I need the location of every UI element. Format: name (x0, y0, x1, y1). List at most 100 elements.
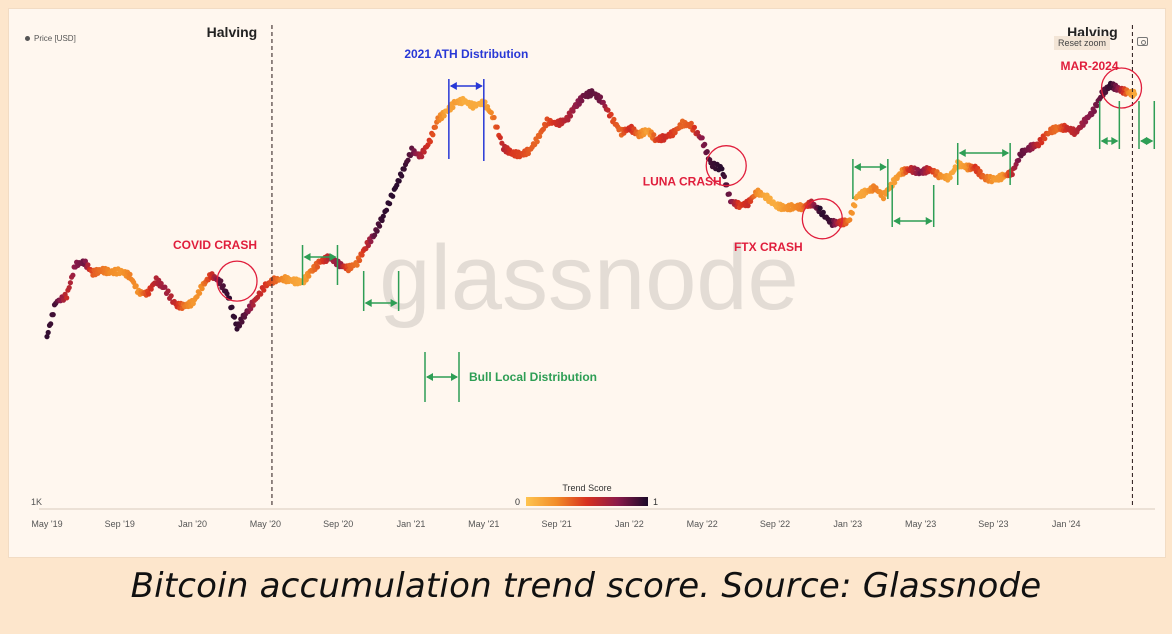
price-point (85, 262, 91, 268)
price-point (197, 290, 203, 296)
price-point (852, 203, 858, 209)
price-point (699, 135, 705, 141)
price-point (236, 323, 243, 329)
price-point (611, 116, 617, 122)
price-point (432, 124, 438, 130)
price-point (704, 149, 710, 155)
x-tick-label: May '21 (468, 519, 499, 529)
bull-arrow-left-icon (1140, 137, 1147, 145)
price-point (374, 228, 380, 234)
price-point (767, 195, 773, 201)
bull-arrow-left-icon (958, 149, 966, 157)
ath-label: 2021 ATH Distribution (404, 47, 528, 61)
price-point (306, 273, 312, 279)
price-point (357, 257, 363, 264)
price-point (372, 232, 378, 238)
price-point (441, 113, 447, 119)
price-point (401, 166, 407, 172)
camera-icon[interactable] (1137, 37, 1148, 46)
price-point (258, 291, 264, 297)
price-point (44, 334, 50, 340)
price-point (427, 139, 433, 145)
price-point (218, 278, 224, 284)
price-point (1103, 89, 1109, 95)
price-point (450, 104, 456, 111)
price-point (694, 129, 701, 136)
reset-zoom-button[interactable]: Reset zoom (1054, 36, 1111, 50)
price-point (380, 213, 386, 219)
chart-panel: glassnode May '19 Sep '19 Jan '20 May '20 Sep… (8, 8, 1166, 558)
bull-legend-label: Bull Local Distribution (469, 370, 597, 384)
price-point (359, 252, 365, 258)
price-point (1042, 136, 1048, 142)
price-point (605, 107, 611, 113)
price-point (721, 173, 728, 180)
price-point (64, 295, 70, 301)
price-point (314, 264, 321, 270)
bull-arrow-left-icon (364, 299, 372, 307)
price-point (491, 114, 497, 121)
x-tick-label: Jan '20 (178, 519, 207, 529)
price-point (168, 293, 174, 299)
price-point (70, 272, 76, 278)
price-point (1009, 171, 1015, 178)
price-point (231, 314, 238, 320)
price-point (379, 217, 385, 224)
crash-circle (216, 260, 258, 302)
ath-arrow-left-icon (449, 82, 457, 90)
price-point (229, 304, 235, 310)
ath-arrow-right-icon (475, 82, 483, 90)
price-point (368, 239, 374, 245)
crash-label: COVID CRASH (173, 238, 257, 252)
bull-arrow-right-icon (1111, 137, 1119, 145)
colorbar-gradient (526, 497, 648, 506)
price-point (303, 277, 309, 283)
price-point (847, 217, 853, 223)
bull-legend-arrow-right-icon (451, 373, 458, 381)
price-point (947, 175, 953, 181)
price-point (158, 280, 164, 287)
price-point (1083, 119, 1089, 125)
price-point (497, 135, 503, 141)
price-point (726, 191, 732, 197)
price-point (250, 302, 256, 308)
crash-label: MAR-2024 (1061, 59, 1119, 73)
series-legend[interactable]: Price [USD] (25, 34, 76, 43)
price-point (702, 141, 708, 147)
price-point (224, 291, 230, 297)
x-tick-label: May '20 (250, 519, 281, 529)
crash-label: LUNA CRASH (643, 175, 722, 189)
crash-label: FTX CRASH (734, 240, 803, 254)
crash-circle (801, 198, 843, 240)
price-point (1094, 103, 1100, 109)
price-point (421, 149, 427, 155)
price-point (567, 113, 574, 119)
price-point (377, 223, 383, 229)
price-point (880, 196, 887, 202)
price-point (365, 242, 371, 249)
price-point (50, 312, 56, 318)
x-tick-label: May '19 (31, 519, 62, 529)
price-point (405, 157, 411, 163)
colorbar-min-label: 0 (515, 497, 520, 507)
price-point (220, 283, 226, 289)
x-tick-label: Sep '22 (760, 519, 790, 529)
price-point (148, 286, 154, 292)
price-point (45, 329, 51, 336)
price-point (651, 132, 657, 138)
price-point (66, 285, 72, 291)
x-tick-label: Jan '22 (615, 519, 644, 529)
price-point (199, 286, 205, 292)
bull-arrow-right-icon (879, 163, 887, 171)
price-point (165, 288, 171, 294)
bull-arrow-right-icon (329, 253, 337, 261)
crash-circle (705, 145, 747, 187)
price-point (146, 291, 152, 297)
chart-svg: glassnode May '19 Sep '19 Jan '20 May '20 Sep… (31, 24, 1156, 529)
watermark-text: glassnode (379, 227, 798, 329)
price-point (390, 193, 396, 199)
x-tick-label: Jan '23 (833, 519, 862, 529)
price-point (261, 287, 267, 293)
price-point (67, 280, 73, 286)
price-point (597, 94, 604, 100)
